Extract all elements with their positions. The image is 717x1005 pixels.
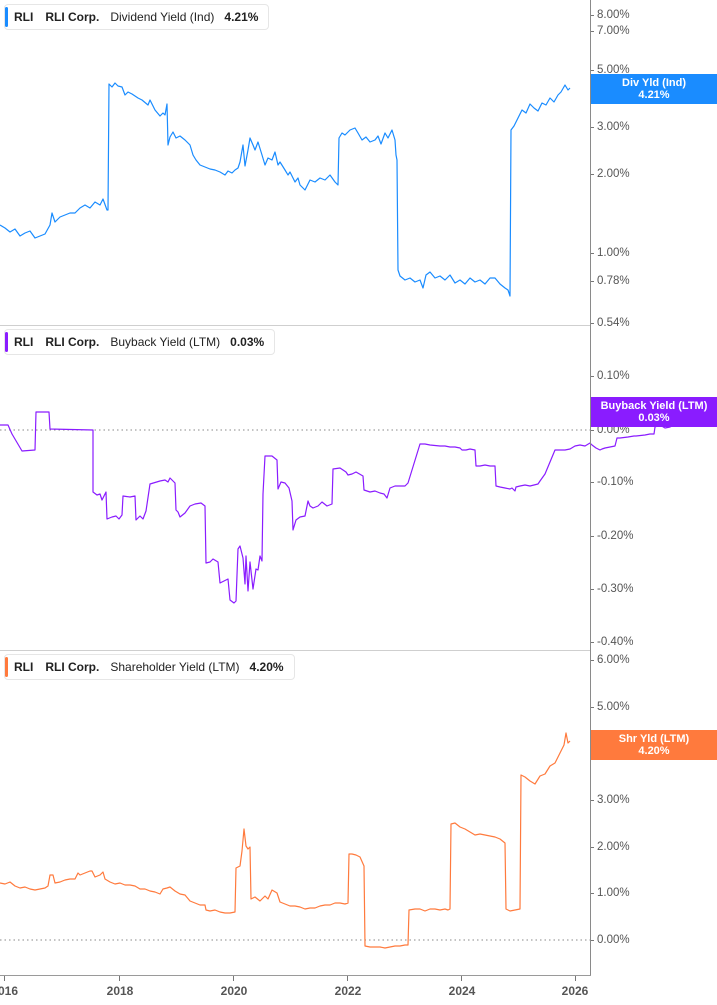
- shareholder-legend-color-bar: [5, 657, 8, 677]
- dividend-legend-color-bar: [5, 7, 8, 27]
- panel-divider: [0, 650, 590, 651]
- x-tick-label: 2026: [561, 984, 589, 998]
- y-tick: -0.30%: [590, 583, 634, 595]
- legend-ticker: RLI: [14, 660, 34, 674]
- y-tick: 0.00%: [591, 934, 630, 946]
- dividend-legend[interactable]: RLI RLI Corp. Dividend Yield (Ind) 4.21%: [4, 4, 270, 30]
- shareholder-y-axis: [590, 651, 591, 976]
- x-tick-mark: [575, 976, 576, 981]
- x-tick-mark: [119, 976, 120, 981]
- y-tick: 1.00%: [591, 247, 630, 259]
- y-tick: 0.54%: [591, 317, 630, 329]
- buyback-legend-color-bar: [5, 332, 8, 352]
- buyback-yield-panel: RLI RLI Corp. Buyback Yield (LTM) 0.03% …: [0, 326, 717, 651]
- shareholder-yield-panel: RLI RLI Corp. Shareholder Yield (LTM) 4.…: [0, 651, 717, 976]
- badge-label: Shr Yld (LTM): [618, 733, 690, 745]
- y-tick: 0.78%: [591, 275, 630, 287]
- y-tick: 2.00%: [591, 168, 630, 180]
- y-tick: 3.00%: [591, 794, 630, 806]
- legend-metric: Dividend Yield (Ind): [110, 10, 215, 24]
- y-tick: 3.00%: [591, 121, 630, 133]
- legend-value: 4.21%: [224, 10, 259, 24]
- dividend-y-axis: [590, 0, 591, 326]
- shareholder-current-value-badge: Shr Yld (LTM) 4.20%: [591, 730, 717, 760]
- legend-metric: Buyback Yield (LTM): [110, 335, 221, 349]
- legend-company: RLI Corp.: [45, 10, 100, 24]
- legend-company: RLI Corp.: [45, 660, 100, 674]
- legend-ticker: RLI: [14, 10, 34, 24]
- y-tick: 8.00%: [591, 9, 630, 21]
- badge-value: 0.03%: [638, 412, 670, 424]
- y-tick: -0.40%: [590, 636, 634, 648]
- x-axis: [0, 975, 591, 976]
- y-tick: 7.00%: [591, 25, 630, 37]
- badge-label: Buyback Yield (LTM): [600, 400, 708, 412]
- panel-divider: [0, 325, 590, 326]
- badge-label: Div Yld (Ind): [622, 77, 686, 89]
- y-tick: 6.00%: [591, 654, 630, 666]
- x-tick-label: 2018: [106, 984, 134, 998]
- shareholder-legend[interactable]: RLI RLI Corp. Shareholder Yield (LTM) 4.…: [4, 654, 295, 680]
- y-tick: 5.00%: [591, 64, 630, 76]
- x-tick-label: 2024: [448, 984, 476, 998]
- y-tick: 5.00%: [591, 701, 630, 713]
- x-tick-label: 2022: [334, 984, 362, 998]
- x-tick-label: 016: [0, 984, 19, 998]
- buyback-yield-line: [0, 405, 717, 604]
- legend-company: RLI Corp.: [45, 335, 100, 349]
- x-tick-mark: [233, 976, 234, 981]
- y-tick: 0.00%: [591, 424, 630, 436]
- legend-metric: Shareholder Yield (LTM): [110, 660, 240, 674]
- dividend-current-value-badge: Div Yld (Ind) 4.21%: [591, 74, 717, 104]
- x-tick-mark: [347, 976, 348, 981]
- buyback-legend[interactable]: RLI RLI Corp. Buyback Yield (LTM) 0.03%: [4, 329, 276, 355]
- shareholder-yield-line: [0, 732, 590, 949]
- legend-value: 4.20%: [249, 660, 284, 674]
- x-tick-label: 2020: [220, 984, 248, 998]
- buyback-y-axis: [590, 326, 591, 651]
- badge-value: 4.20%: [638, 745, 670, 757]
- buyback-current-value-badge: Buyback Yield (LTM) 0.03%: [591, 397, 717, 427]
- y-tick: 0.10%: [591, 370, 630, 382]
- y-tick: -0.10%: [590, 476, 634, 488]
- x-tick-mark: [4, 976, 5, 981]
- legend-value: 0.03%: [230, 335, 265, 349]
- legend-ticker: RLI: [14, 335, 34, 349]
- dividend-yield-line: [0, 82, 571, 297]
- y-tick: 1.00%: [591, 887, 630, 899]
- x-tick-mark: [461, 976, 462, 981]
- dividend-yield-panel: RLI RLI Corp. Dividend Yield (Ind) 4.21%…: [0, 0, 717, 329]
- y-tick: -0.20%: [590, 530, 634, 542]
- y-tick: 2.00%: [591, 841, 630, 853]
- badge-value: 4.21%: [638, 89, 670, 101]
